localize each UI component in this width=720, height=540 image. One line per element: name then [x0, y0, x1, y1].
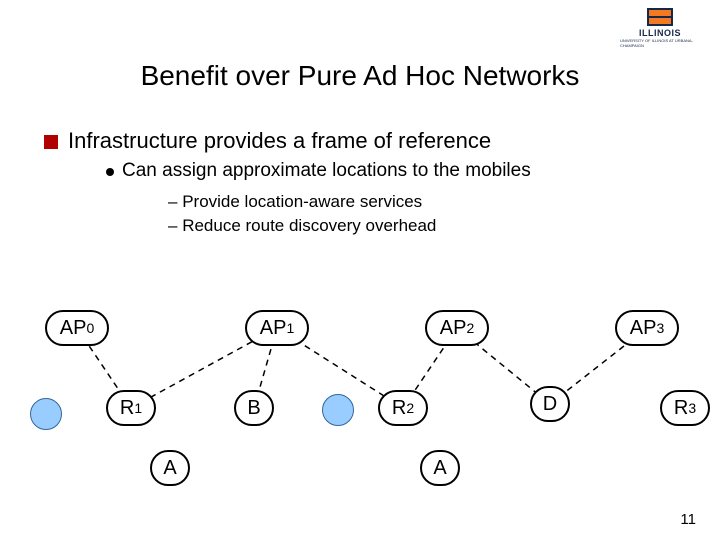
mobile-circle: [30, 398, 62, 430]
node-d: D: [530, 386, 570, 422]
bullet-square-icon: [44, 135, 58, 149]
bullet-l1-text: Infrastructure provides a frame of refer…: [68, 128, 491, 154]
bullet-level1: Infrastructure provides a frame of refer…: [44, 128, 491, 154]
bullet-level2: Can assign approximate locations to the …: [106, 160, 531, 182]
bullet-l2-text: Can assign approximate locations to the …: [122, 160, 531, 182]
logo-text: ILLINOIS: [639, 28, 681, 38]
node-r2: R2: [378, 390, 428, 426]
slide-title: Benefit over Pure Ad Hoc Networks: [0, 60, 720, 92]
node-r3: R3: [660, 390, 710, 426]
node-a2: A: [420, 450, 460, 486]
mobile-circle: [322, 394, 354, 426]
node-r1: R1: [106, 390, 156, 426]
page-number: 11: [680, 511, 696, 528]
node-ap0: AP0: [45, 310, 109, 346]
node-ap2: AP2: [425, 310, 489, 346]
bullet-dot-icon: [106, 168, 114, 176]
logo-subtext: UNIVERSITY OF ILLINOIS AT URBANA-CHAMPAI…: [620, 38, 700, 48]
node-b: B: [234, 390, 274, 426]
bullet-level3-a: Provide location-aware services: [168, 192, 422, 212]
node-ap1: AP1: [245, 310, 309, 346]
node-a1: A: [150, 450, 190, 486]
bullet-level3-b: Reduce route discovery overhead: [168, 216, 436, 236]
illinois-i-icon: [649, 8, 671, 26]
logo: ILLINOIS UNIVERSITY OF ILLINOIS AT URBAN…: [620, 8, 700, 48]
node-ap3: AP3: [615, 310, 679, 346]
network-diagram: AP0 AP1 AP2 AP3 R1 B R2 D R3 A A: [0, 290, 720, 500]
